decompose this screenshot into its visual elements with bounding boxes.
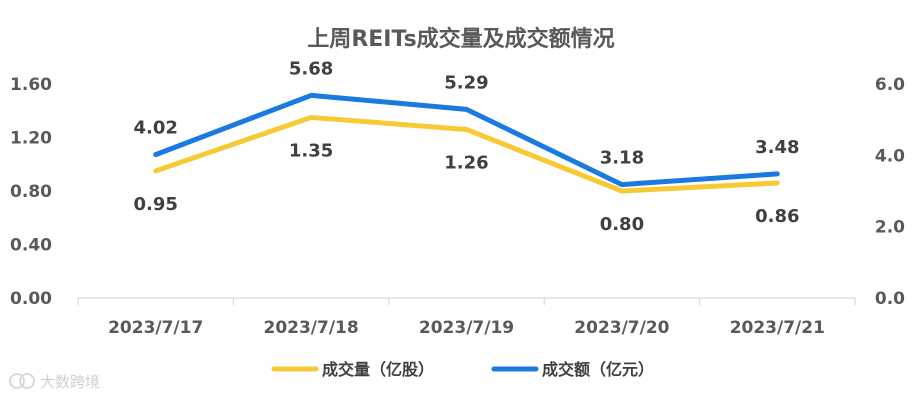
x-tick-label: 2023/7/17 [108,318,203,338]
x-tick-label: 2023/7/18 [263,318,358,338]
chart-title: 上周REITs成交量及成交额情况 [307,26,614,52]
axes: 2023/7/17 2023/7/18 2023/7/19 2023/7/20 2023… [10,75,905,338]
data-label-amount: 5.68 [289,58,333,79]
y-right-tick-label: 0.0 [875,289,905,309]
legend-label-volume: 成交量（亿股） [322,360,434,379]
y-left-tick-label: 0.40 [10,236,52,256]
watermark-text: 大数跨境 [40,373,100,391]
y-right-tick-label: 4.0 [875,146,905,166]
data-label-amount: 3.48 [755,137,799,158]
data-label-amount: 3.18 [600,148,644,169]
legend: 成交量（亿股） 成交额（亿元） [271,360,654,379]
y-right-tick-label: 6.0 [875,75,905,95]
x-tick-label: 2023/7/20 [574,318,669,338]
data-label-volume: 1.35 [289,140,333,161]
y-left-tick-label: 1.20 [10,129,52,149]
data-label-amount: 5.29 [444,72,488,93]
y-left-tick-label: 0.00 [10,289,52,309]
x-tick-label: 2023/7/19 [419,318,514,338]
x-tick-label: 2023/7/21 [730,318,825,338]
legend-label-amount: 成交额（亿元） [542,360,654,379]
data-label-volume: 0.95 [133,194,177,215]
data-label-volume: 1.26 [444,152,488,173]
data-label-amount: 4.02 [133,118,177,139]
data-labels: 0.95 1.35 1.26 0.80 0.86 4.02 5.68 5.29 3.18 3.48 [133,58,799,235]
series-lines [153,92,780,194]
series-line-amount [153,92,780,188]
data-label-volume: 0.80 [600,214,644,235]
watermark: 大数跨境 [9,373,100,391]
series-line-volume [153,114,780,194]
data-label-volume: 0.86 [755,206,799,227]
watermark-logo-icon-ring [19,373,35,389]
y-left-tick-label: 0.80 [10,182,52,202]
watermark-logo-icon [9,373,25,389]
y-right-tick-label: 2.0 [875,218,905,238]
y-left-tick-label: 1.60 [10,75,52,95]
